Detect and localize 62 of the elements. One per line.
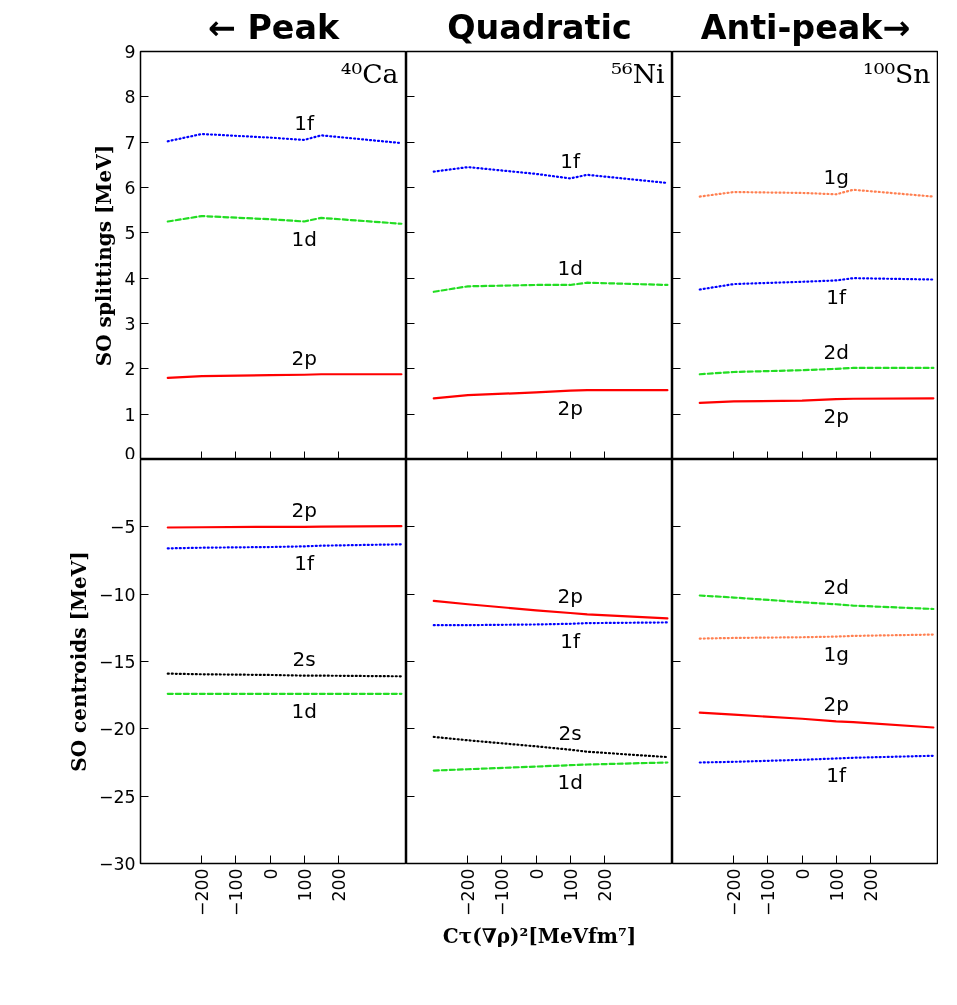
series-label: 2d [823, 575, 849, 600]
series-label: 2p [557, 584, 583, 609]
x-tick-label: −200 [724, 868, 745, 917]
annotation: ¹⁰⁰Sn [863, 57, 931, 89]
y-tick-label: 7 [124, 132, 136, 153]
series-label: 1f [294, 551, 316, 576]
y-tick-label: 0 [124, 443, 136, 464]
y-axis-title: SO splittings [MeV] [92, 144, 117, 367]
series-label: 1f [294, 110, 316, 135]
y-tick-label: −5 [109, 517, 136, 538]
series-label: 2p [291, 345, 317, 370]
series-label: 2d [823, 339, 849, 364]
y-tick-label: 1 [124, 404, 136, 425]
x-tick-label: 200 [860, 868, 881, 902]
x-tick-label: 0 [260, 868, 281, 880]
series-label: 2s [292, 646, 316, 671]
y-tick-label: −30 [98, 854, 136, 874]
y-tick-label: 3 [124, 314, 136, 334]
x-tick-label: 100 [294, 868, 315, 902]
y-tick-label: −10 [98, 584, 136, 605]
x-tick-label: −100 [226, 868, 247, 917]
y-tick-label: −20 [98, 719, 136, 740]
y-tick-label: −25 [98, 786, 136, 807]
series-label: 2p [823, 404, 849, 429]
annotation: ⁴⁰Ca [340, 57, 399, 89]
series-label: 1g [823, 641, 849, 666]
x-axis-title: Cτ(∇ρ)²[MeVfm⁷] [442, 924, 637, 949]
chart-title: Anti-peak→ [700, 7, 911, 47]
y-tick-label: 9 [124, 42, 136, 62]
y-tick-label: −15 [98, 652, 136, 672]
series-label: 2s [558, 720, 582, 745]
x-tick-label: −100 [492, 868, 513, 917]
annotation: ⁵⁶Ni [611, 57, 665, 89]
y-tick-label: 6 [124, 178, 136, 198]
x-tick-label: 0 [526, 868, 547, 880]
chart-title: ← Peak [207, 7, 340, 47]
y-axis-title: SO centroids [MeV] [66, 551, 91, 772]
x-tick-label: 100 [560, 868, 581, 902]
y-tick-label: 8 [124, 87, 136, 108]
chart-title: Quadratic [447, 7, 632, 47]
series-label: 1d [557, 770, 583, 795]
x-tick-label: −100 [758, 868, 779, 917]
series-label: 1f [826, 285, 848, 310]
series-label: 1f [560, 149, 582, 174]
series-label: 1d [291, 698, 317, 723]
y-tick-label: 4 [124, 268, 136, 289]
x-tick-label: 0 [792, 868, 813, 880]
series-label: 2p [557, 395, 583, 420]
series-label: 1f [560, 628, 582, 653]
x-tick-label: 100 [826, 868, 847, 902]
series-label: 1g [823, 165, 849, 190]
series-label: 2p [291, 497, 317, 522]
x-tick-label: 200 [594, 868, 615, 902]
x-tick-label: 200 [328, 868, 349, 902]
x-tick-label: −200 [192, 868, 213, 917]
y-tick-label: 5 [124, 223, 136, 244]
series-label: 1d [291, 226, 317, 251]
series-label: 1f [826, 763, 848, 788]
x-tick-label: −200 [458, 868, 479, 917]
series-label: 1d [557, 255, 583, 280]
y-tick-label: 2 [124, 359, 136, 380]
series-label: 2p [823, 692, 849, 717]
